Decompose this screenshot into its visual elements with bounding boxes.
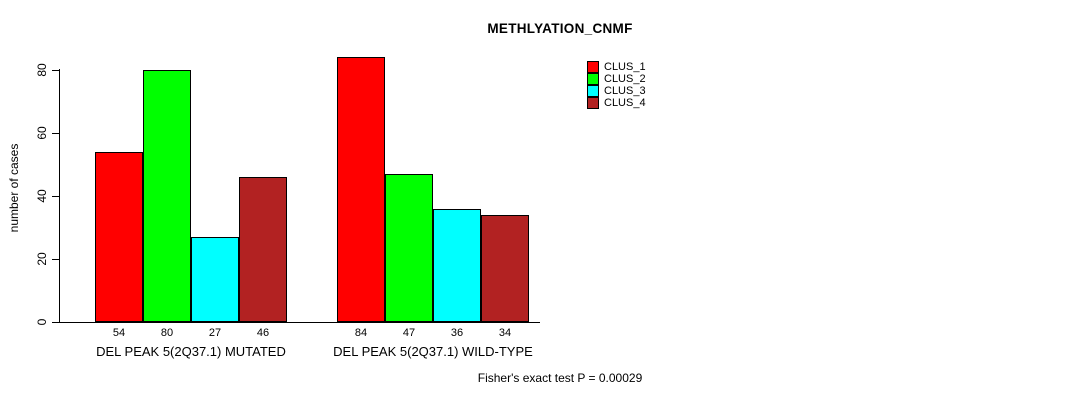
legend-swatch [587, 61, 599, 73]
legend-swatch [587, 97, 599, 109]
annotation-text: Fisher's exact test P = 0.00029 [477, 371, 643, 385]
y-axis-label: number of cases [7, 143, 21, 233]
y-tick-mark [52, 70, 59, 71]
legend-item: CLUS_2 [587, 73, 646, 85]
plot-area: 0 20 40 60 80 [35, 55, 540, 325]
y-tick-mark [52, 133, 59, 134]
legend-item: CLUS_4 [587, 97, 646, 109]
bar-clus_3 [433, 209, 481, 322]
legend-item: CLUS_3 [587, 85, 646, 97]
bar-clus_4 [481, 215, 529, 322]
y-tick-mark [52, 322, 59, 323]
legend-swatch [587, 85, 599, 97]
legend-item-label: CLUS_2 [604, 73, 646, 85]
bar-value-label: 80 [160, 327, 174, 339]
bar-value-label: 54 [112, 327, 126, 339]
legend-item-label: CLUS_1 [604, 61, 646, 73]
bar-clus_4 [239, 177, 287, 322]
y-axis-line [59, 69, 60, 323]
y-tick-mark [52, 196, 59, 197]
bar-value-label: 27 [208, 327, 222, 339]
y-tick-label: 20 [35, 252, 49, 266]
bar-value-label: 36 [450, 327, 464, 339]
bar-clus_3 [191, 237, 239, 322]
bar-value-label: 34 [498, 327, 512, 339]
bar-value-label: 84 [354, 327, 368, 339]
y-tick-label: 0 [35, 318, 49, 326]
x-group-label: DEL PEAK 5(2Q37.1) MUTATED [96, 344, 286, 359]
bar-clus_1 [337, 57, 385, 322]
bar-clus_2 [143, 70, 191, 322]
y-tick-mark [52, 259, 59, 260]
bar-clus_2 [385, 174, 433, 322]
bar-value-label: 46 [256, 327, 270, 339]
y-tick-label: 80 [35, 63, 49, 77]
chart-title: METHLYATION_CNMF [487, 21, 633, 36]
legend: CLUS_1 CLUS_2 CLUS_3 CLUS_4 [587, 61, 646, 109]
legend-item-label: CLUS_4 [604, 97, 646, 109]
y-tick-label: 40 [35, 189, 49, 203]
x-axis-line [59, 322, 540, 323]
y-tick-label: 60 [35, 126, 49, 140]
legend-item: CLUS_1 [587, 61, 646, 73]
bar-value-label: 47 [402, 327, 416, 339]
x-group-label: DEL PEAK 5(2Q37.1) WILD-TYPE [333, 344, 533, 359]
legend-item-label: CLUS_3 [604, 85, 646, 97]
legend-swatch [587, 73, 599, 85]
bar-clus_1 [95, 152, 143, 322]
